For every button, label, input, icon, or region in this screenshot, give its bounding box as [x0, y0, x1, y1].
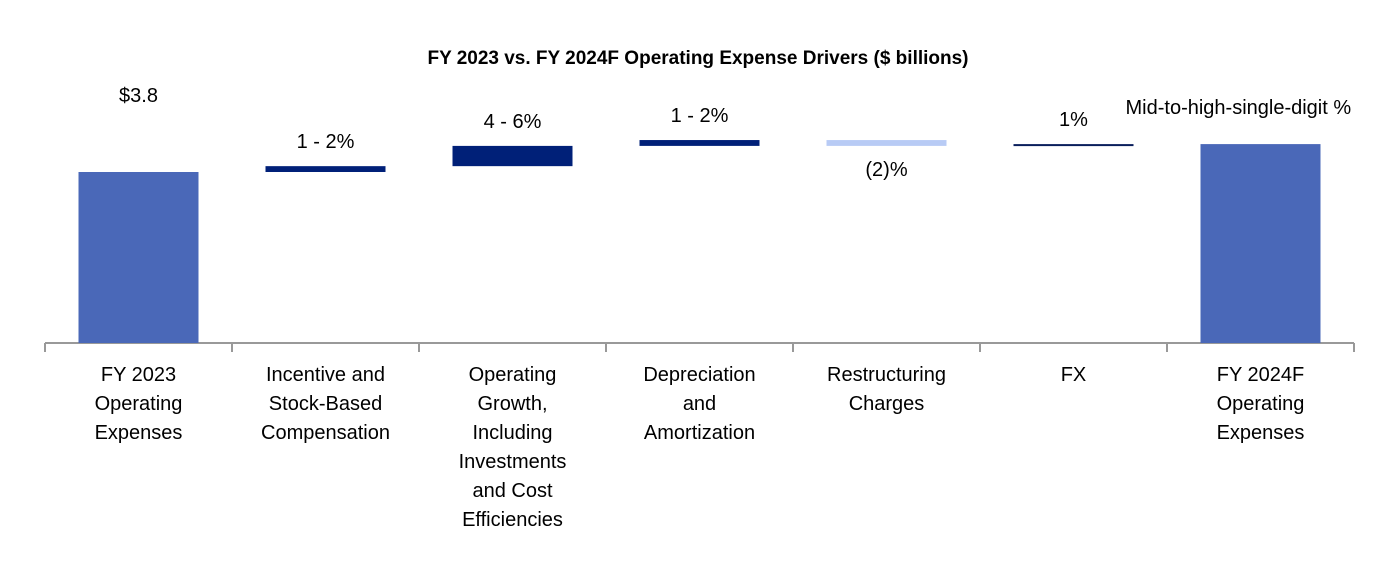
- x-tick-label: Growth,: [477, 393, 547, 415]
- x-tick-label: Amortization: [644, 422, 755, 444]
- x-tick-label: Incentive and: [266, 364, 385, 386]
- x-tick-label: Operating: [1217, 393, 1305, 415]
- data-label: 1 - 2%: [671, 105, 729, 127]
- x-tick-label: Expenses: [95, 422, 183, 444]
- data-label: 4 - 6%: [484, 111, 542, 133]
- x-tick-label: Including: [472, 422, 552, 444]
- bar-increase: [639, 140, 760, 146]
- bar-total: [1200, 144, 1321, 343]
- x-tick-label: FY 2023: [101, 364, 176, 386]
- bar-decrease: [826, 140, 947, 146]
- data-label: (2)%: [865, 159, 907, 181]
- x-tick-label: Operating: [95, 393, 183, 415]
- data-label: 1 - 2%: [297, 131, 355, 153]
- x-tick-label: Charges: [849, 393, 925, 415]
- x-tick-label: FY 2024F: [1217, 364, 1304, 386]
- data-label: $3.8: [119, 85, 158, 107]
- x-tick-label: Investments: [459, 451, 567, 473]
- bar-total: [78, 172, 199, 343]
- x-tick-label: Expenses: [1217, 422, 1305, 444]
- x-tick-label: and Cost: [472, 480, 552, 502]
- x-tick-label: FX: [1061, 364, 1087, 386]
- bar-increase: [265, 166, 386, 172]
- x-tick-label: and: [683, 393, 716, 415]
- x-tick-label: Operating: [469, 364, 557, 386]
- x-tick-label: Compensation: [261, 422, 390, 444]
- data-label: 1%: [1059, 109, 1088, 131]
- bar-increase: [1013, 144, 1134, 147]
- x-tick-label: Stock-Based: [269, 393, 382, 415]
- x-tick-label: Efficiencies: [462, 509, 563, 531]
- x-tick-label: Depreciation: [643, 364, 755, 386]
- chart-title: FY 2023 vs. FY 2024F Operating Expense D…: [427, 48, 968, 69]
- x-tick-label: Restructuring: [827, 364, 946, 386]
- bar-increase: [452, 145, 573, 167]
- data-label: Mid-to-high-single-digit %: [1126, 97, 1352, 119]
